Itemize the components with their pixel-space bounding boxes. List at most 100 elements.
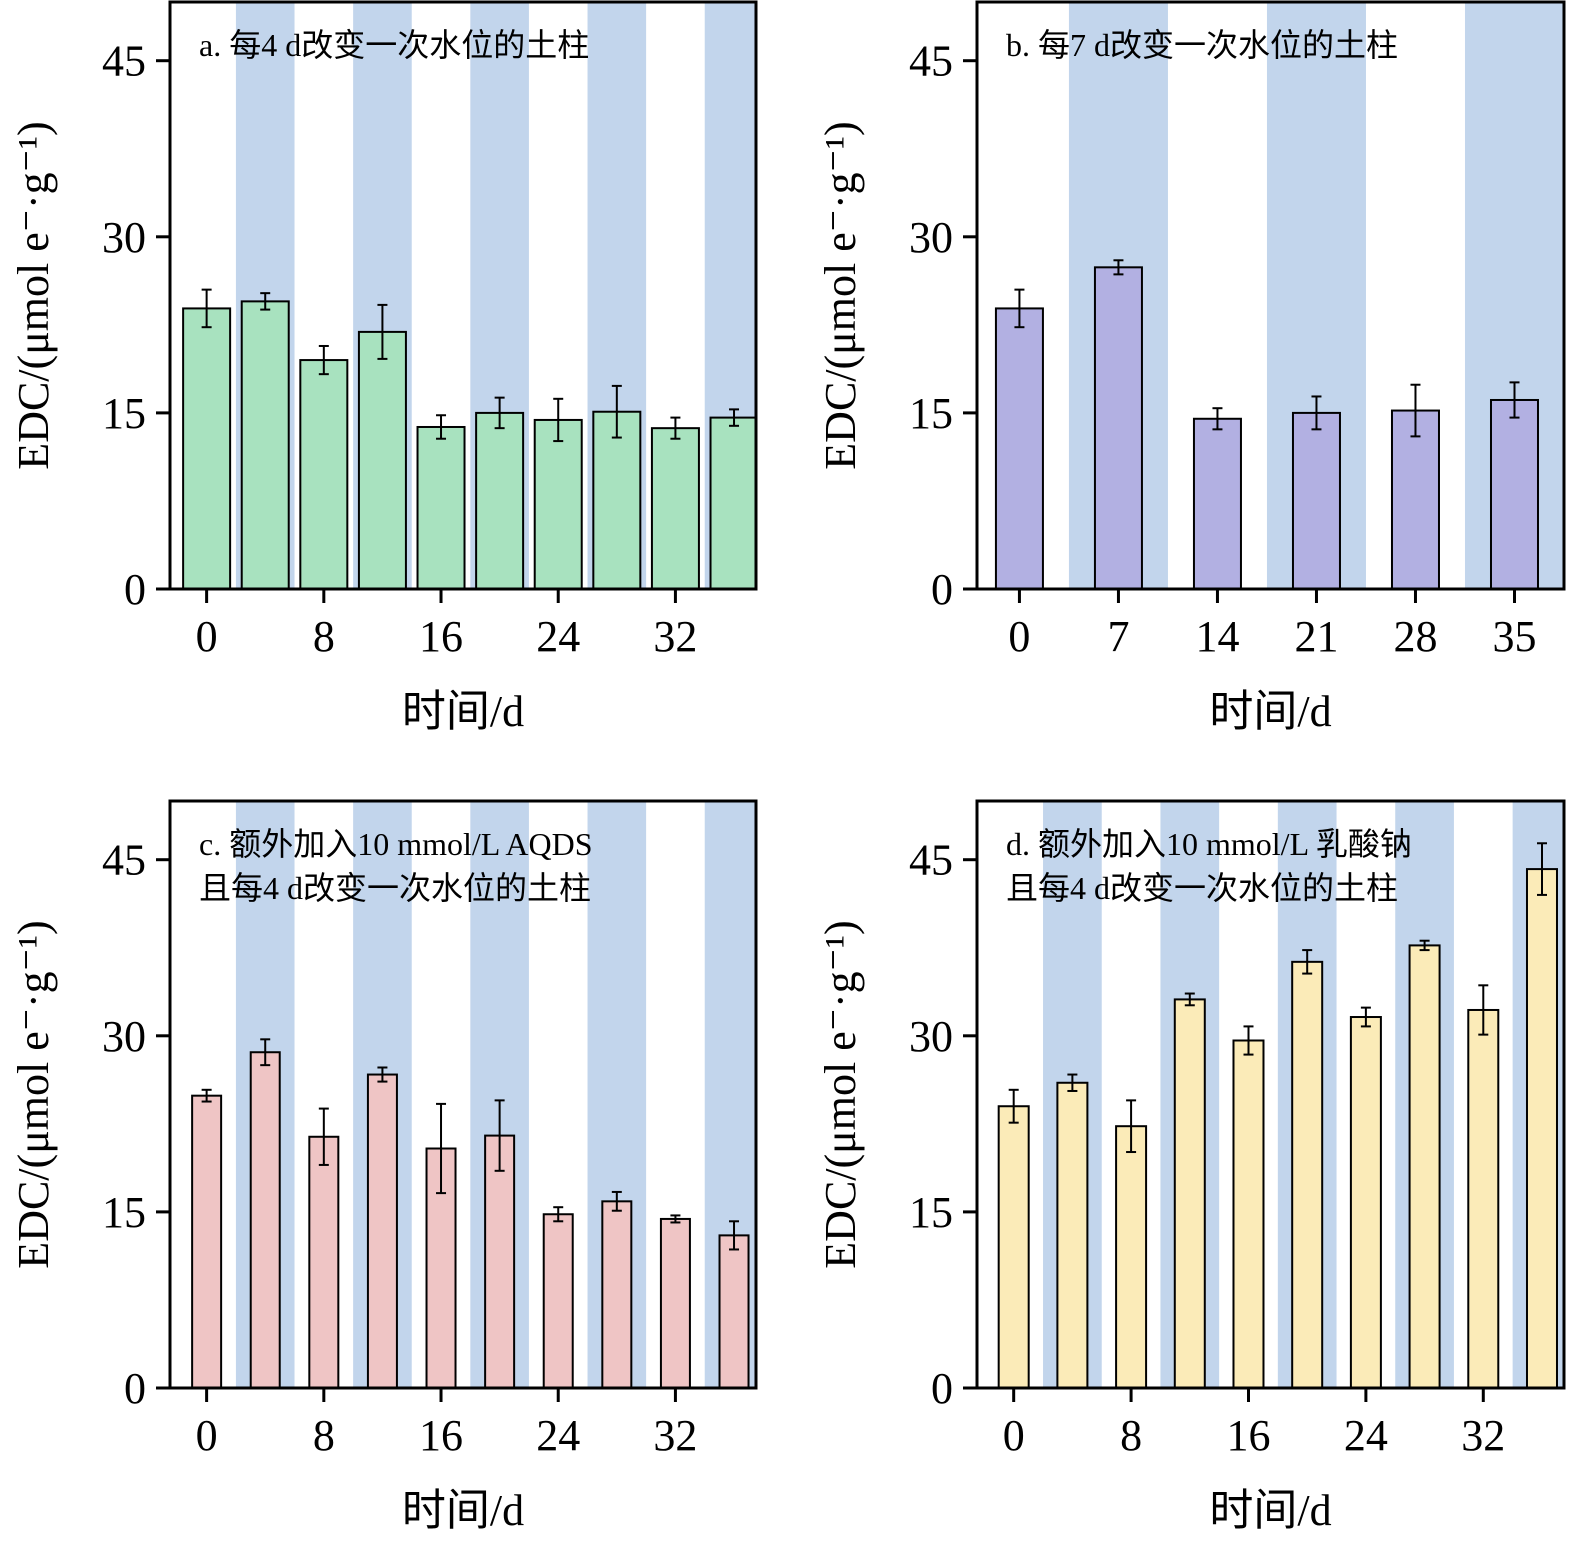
panel-annotation-line: d. 额外加入10 mmol/L 乳酸钠 [1006, 826, 1412, 862]
bar [1056, 1081, 1089, 1388]
y-tick-label: 45 [102, 37, 146, 86]
error-bar [729, 408, 740, 427]
x-tick-label: 0 [1008, 612, 1030, 661]
y-tick-label: 30 [909, 213, 953, 262]
bar [718, 1234, 750, 1388]
bar [592, 410, 642, 589]
error-bar [260, 1038, 271, 1067]
bar [308, 1135, 340, 1388]
bar [997, 1105, 1030, 1388]
error-bar [1302, 949, 1313, 975]
error-bar [729, 1220, 740, 1251]
y-tick-label: 0 [124, 565, 146, 614]
plot-area-d [997, 801, 1564, 1388]
error-bar [1311, 395, 1322, 431]
y-tick-label: 30 [102, 213, 146, 262]
error-bar [1509, 381, 1520, 419]
y-axis-title: EDC/(μmol e⁻·g⁻¹) [816, 121, 865, 469]
error-bar [1243, 1025, 1254, 1056]
bar [357, 330, 407, 589]
x-tick-label: 35 [1492, 612, 1536, 661]
error-bar [1008, 1088, 1019, 1124]
error-bar [1478, 984, 1489, 1036]
bar [249, 1051, 281, 1388]
bar [1173, 998, 1206, 1388]
error-bar [1212, 407, 1223, 431]
x-tick-label: 16 [419, 612, 463, 661]
error-bar [201, 1088, 212, 1103]
bar [191, 1094, 223, 1388]
error-bar [494, 396, 505, 430]
plot-frame [168, 799, 758, 1390]
x-tick-label: 32 [653, 1411, 697, 1460]
error-bar [1360, 1006, 1371, 1028]
error-bar [1410, 383, 1421, 438]
error-bar [436, 414, 447, 440]
error-bar [377, 303, 388, 360]
y-tick-label: 15 [102, 1188, 146, 1237]
bar [484, 1134, 516, 1388]
bar [601, 1200, 633, 1388]
bar [542, 1213, 574, 1388]
x-tick-label: 7 [1107, 612, 1129, 661]
error-bar [494, 1099, 505, 1172]
plot-frame [975, 0, 1566, 591]
x-tick-label: 32 [1461, 1411, 1505, 1460]
bar [1192, 417, 1242, 589]
error-bar [436, 1102, 447, 1195]
bar [1489, 398, 1539, 589]
x-tick-label: 0 [196, 1411, 218, 1460]
error-bar [260, 292, 271, 311]
x-tick-label: 24 [1344, 1411, 1388, 1460]
error-bar [377, 1066, 388, 1083]
x-tick-label: 24 [536, 1411, 580, 1460]
bar [299, 359, 349, 589]
x-axis-title: 时间/d [402, 1486, 524, 1535]
x-tick-label: 8 [313, 1411, 335, 1460]
bar [1115, 1125, 1148, 1388]
error-bar [553, 1206, 564, 1223]
panel-annotation: a. 每4 d改变一次水位的土柱 [199, 27, 589, 63]
y-tick-label: 45 [909, 37, 953, 86]
x-axis-title: 时间/d [1209, 1486, 1331, 1535]
x-tick-label: 24 [536, 612, 580, 661]
bar [1291, 411, 1341, 589]
y-tick-label: 15 [909, 1188, 953, 1237]
x-tick-label: 0 [196, 612, 218, 661]
bar [709, 416, 756, 589]
bar [1291, 960, 1324, 1388]
panel-annotation-line: a. 每4 d改变一次水位的土柱 [199, 27, 589, 63]
bar [994, 307, 1044, 589]
plot-area-a [182, 2, 756, 589]
error-bar [1067, 1073, 1078, 1092]
x-tick-label: 21 [1294, 612, 1338, 661]
y-axis-title: EDC/(μmol e⁻·g⁻¹) [9, 920, 58, 1268]
error-bar [1113, 259, 1124, 276]
bar [1232, 1039, 1265, 1388]
panel-b: 0 15 30 45 0 7 14 21 28 35 时间/d EDC/(μmol e⁻·g⁻¹) b.… [816, 0, 1566, 736]
y-tick-label: 15 [102, 389, 146, 438]
bar [475, 411, 525, 589]
error-bar [670, 416, 681, 440]
x-tick-label: 16 [419, 1411, 463, 1460]
bar [650, 427, 700, 589]
y-tick-label: 15 [909, 389, 953, 438]
panel-annotation-line: b. 每7 d改变一次水位的土柱 [1006, 27, 1398, 63]
x-tick-label: 0 [1003, 1411, 1025, 1460]
x-tick-label: 14 [1195, 612, 1239, 661]
plot-frame [168, 0, 758, 591]
bar [1349, 1016, 1382, 1388]
bar [659, 1217, 691, 1388]
error-bar [611, 1190, 622, 1212]
error-bar [670, 1214, 681, 1224]
plot-frame [975, 799, 1566, 1390]
error-bar [318, 1107, 329, 1166]
panel-annotation-line: 且每4 d改变一次水位的土柱 [1006, 870, 1398, 906]
plot-area-b [994, 2, 1564, 589]
y-tick-label: 0 [931, 1364, 953, 1413]
error-bar [553, 397, 564, 443]
bar [1093, 266, 1143, 589]
y-axis-title: EDC/(μmol e⁻·g⁻¹) [9, 121, 58, 469]
x-axis-title: 时间/d [402, 687, 524, 736]
error-bar [318, 344, 329, 376]
